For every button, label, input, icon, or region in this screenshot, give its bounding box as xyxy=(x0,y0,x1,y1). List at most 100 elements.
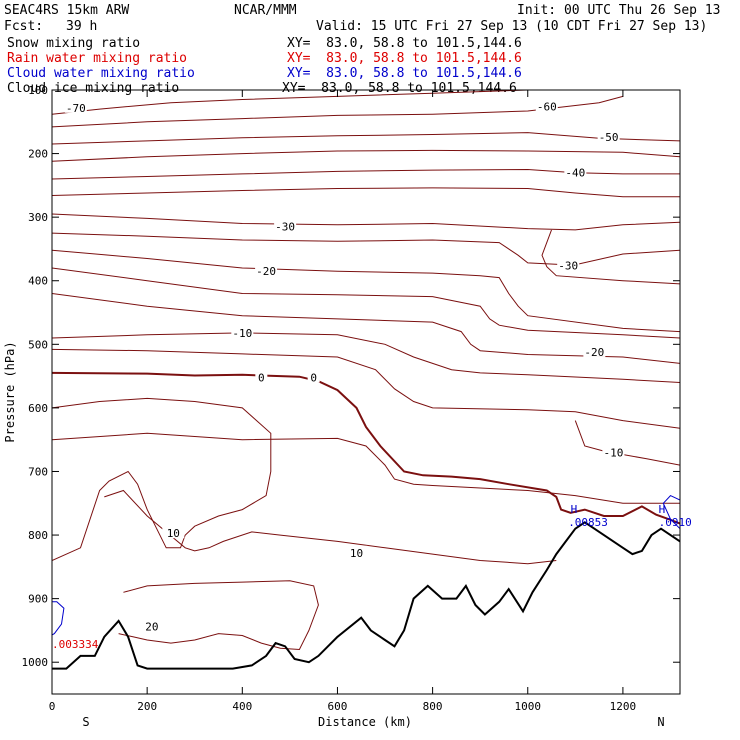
field-xy-rain: XY= 83.0, 58.8 to 101.5,144.6 xyxy=(287,51,522,66)
isotherm-line xyxy=(52,293,680,364)
terrain-line xyxy=(52,521,680,670)
field-xy-cloud-ice: XY= 83.0, 58.8 to 101.5,144.6 xyxy=(282,81,517,96)
x-tick-label: 200 xyxy=(137,700,157,713)
isotherm-label-bg xyxy=(255,264,278,277)
field-name-rain: Rain water mixing ratio xyxy=(7,51,188,66)
forecast-hour: 39 h xyxy=(66,19,98,34)
y-tick-label: 900 xyxy=(28,593,48,606)
init-time: Init: 00 UTC Thu 26 Sep 13 xyxy=(517,3,721,18)
freezing-level-label: 0 xyxy=(258,371,265,384)
cloud-water-contour xyxy=(52,601,65,636)
y-tick-label: 1000 xyxy=(22,656,49,669)
isotherm-line xyxy=(104,489,557,565)
isotherm-label-bg xyxy=(597,130,620,143)
isotherm-line xyxy=(52,132,680,145)
isotherm-line xyxy=(52,397,272,561)
isotherm-label-bg xyxy=(602,445,625,458)
isotherm-label: -30 xyxy=(275,221,295,234)
isotherm-line xyxy=(574,420,680,466)
isotherm-label-bg xyxy=(162,526,185,539)
rain-label: .003334 xyxy=(52,638,99,651)
isotherm-label: 10 xyxy=(350,547,363,560)
isotherm-label-bg xyxy=(564,165,587,178)
freezing-label-bg xyxy=(255,370,268,383)
isotherm-line xyxy=(52,168,680,180)
x-tick-label: 600 xyxy=(328,700,348,713)
freezing-level-line xyxy=(52,371,680,525)
isotherm-line xyxy=(52,213,680,231)
isotherm-line xyxy=(52,149,680,162)
valid-time: Valid: 15 UTC Fri 27 Sep 13 (10 CDT Fri … xyxy=(316,19,708,34)
model-title: SEAC4RS 15km ARW xyxy=(4,3,130,18)
isotherm-label: -70 xyxy=(66,102,86,115)
isotherm-line xyxy=(52,90,528,115)
isotherm-label-bg xyxy=(345,545,368,558)
cloud-water-group xyxy=(52,494,680,636)
field-xy-cloud-water: XY= 83.0, 58.8 to 101.5,144.6 xyxy=(287,66,522,81)
x-tick-label: 1200 xyxy=(610,700,637,713)
x-axis-label: Distance (km) xyxy=(318,715,412,729)
isotherm-line xyxy=(52,232,680,266)
y-tick-label: 500 xyxy=(28,338,48,351)
cloud-water-label: H xyxy=(659,503,666,516)
isotherm-label-bg xyxy=(274,219,297,232)
isotherm-line xyxy=(541,229,680,285)
y-tick-label: 600 xyxy=(28,402,48,415)
cloud-water-label: .00853 xyxy=(568,516,608,529)
center-label: NCAR/MMM xyxy=(234,3,297,18)
y-tick-label: 100 xyxy=(28,84,48,97)
isotherm-label: -10 xyxy=(603,446,623,459)
x-tick-label: 400 xyxy=(232,700,252,713)
freezing-label-bg xyxy=(307,370,320,383)
field-name-cloud-ice: Cloud ice mixing ratio xyxy=(7,81,180,96)
isotherm-line xyxy=(52,332,680,383)
forecast-label: Fcst: xyxy=(4,19,44,34)
isotherm-line xyxy=(52,187,680,198)
y-tick-label: 300 xyxy=(28,211,48,224)
field-name-snow: Snow mixing ratio xyxy=(7,36,141,51)
isotherm-label: -60 xyxy=(537,101,557,114)
isotherm-line xyxy=(52,348,680,429)
freezing-level-group xyxy=(52,371,680,525)
north-end-label: N xyxy=(657,715,664,729)
isotherm-line xyxy=(52,432,680,504)
x-tick-label: 1000 xyxy=(515,700,542,713)
cloud-water-contour xyxy=(662,494,680,530)
isotherm-label: -10 xyxy=(232,327,252,340)
cloud-water-label: H xyxy=(571,503,578,516)
y-axis-label: Pressure (hPa) xyxy=(3,341,17,442)
isotherm-label: -30 xyxy=(558,259,578,272)
x-tick-label: 0 xyxy=(49,700,56,713)
isotherm-line xyxy=(118,580,319,651)
y-tick-label: 400 xyxy=(28,275,48,288)
cloud-water-label: .0910 xyxy=(659,516,692,529)
field-name-cloud-water: Cloud water mixing ratio xyxy=(7,66,195,81)
isotherm-label-bg xyxy=(535,99,558,112)
isotherm-label-bg xyxy=(64,100,87,113)
terrain-group xyxy=(52,521,680,670)
contour-label-group: -70 -60 -50 -40 -30 -30 -20 -20 -10 -10 10 10 20 0 0 H.… xyxy=(52,99,692,651)
isotherm-line xyxy=(52,249,680,333)
isotherm-line xyxy=(52,95,624,128)
isotherm-label-bg xyxy=(557,258,580,271)
y-tick-label: 700 xyxy=(28,465,48,478)
isotherm-label-bg xyxy=(231,325,254,338)
isotherm-label-bg xyxy=(583,344,606,357)
freezing-level-label: 0 xyxy=(310,371,317,384)
isotherm-line xyxy=(52,267,680,339)
x-tick-label: 800 xyxy=(423,700,443,713)
y-tick-label: 800 xyxy=(28,529,48,542)
isotherm-label: -40 xyxy=(565,167,585,180)
south-end-label: S xyxy=(82,715,89,729)
y-tick-label: 200 xyxy=(28,148,48,161)
isotherm-label: -50 xyxy=(599,131,619,144)
field-xy-snow: XY= 83.0, 58.8 to 101.5,144.6 xyxy=(287,36,522,51)
isotherm-label: -20 xyxy=(584,346,604,359)
plot-frame xyxy=(51,89,681,695)
isotherm-label: 20 xyxy=(145,621,158,634)
isotherm-label: -20 xyxy=(256,265,276,278)
isotherm-label: 10 xyxy=(167,527,180,540)
